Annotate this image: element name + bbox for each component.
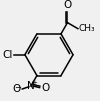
Text: O: O	[63, 0, 72, 10]
Text: CH₃: CH₃	[79, 24, 95, 33]
Text: O: O	[41, 83, 49, 93]
Text: Cl: Cl	[3, 50, 13, 60]
Text: +: +	[31, 80, 37, 86]
Text: −: −	[14, 83, 21, 92]
Text: O: O	[13, 84, 21, 94]
Text: N: N	[27, 81, 35, 91]
